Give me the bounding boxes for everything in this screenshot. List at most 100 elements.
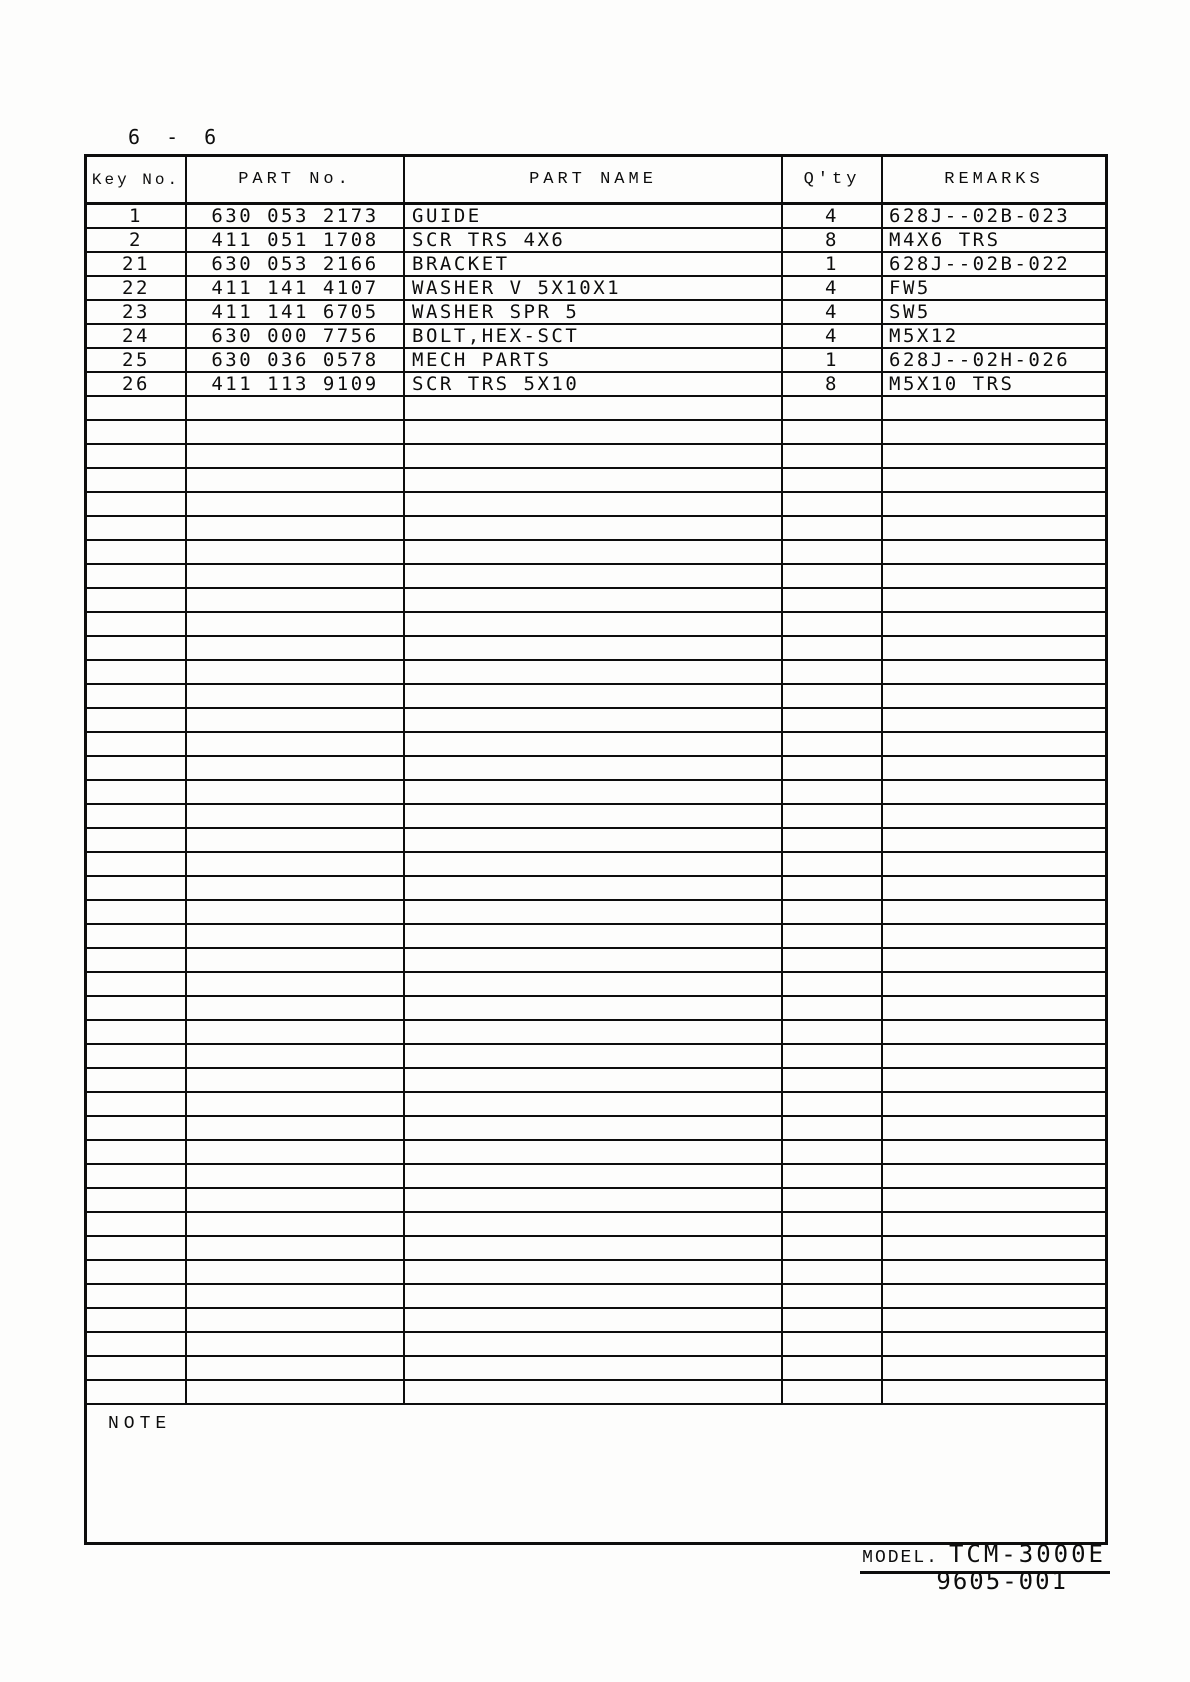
cell-part-no: 630 036 0578 xyxy=(187,349,405,373)
cell-part-no xyxy=(187,1021,405,1045)
cell-part-name xyxy=(405,1069,783,1093)
cell-remarks xyxy=(883,901,1105,925)
cell-part-name xyxy=(405,1285,783,1309)
cell-key-no xyxy=(87,757,187,781)
document-number: 9605-001 xyxy=(936,1567,1068,1595)
cell-key-no xyxy=(87,1069,187,1093)
cell-remarks xyxy=(883,1117,1105,1141)
cell-part-name xyxy=(405,1309,783,1333)
cell-key-no xyxy=(87,589,187,613)
cell-part-no xyxy=(187,661,405,685)
col-header-key-no: Key No. xyxy=(87,157,187,205)
cell-part-no xyxy=(187,733,405,757)
cell-remarks xyxy=(883,781,1105,805)
cell-key-no xyxy=(87,421,187,445)
cell-part-no xyxy=(187,421,405,445)
cell-remarks xyxy=(883,1093,1105,1117)
cell-key-no xyxy=(87,1141,187,1165)
cell-qty xyxy=(783,1357,883,1381)
model-label: MODEL. xyxy=(862,1548,939,1568)
cell-part-name xyxy=(405,1141,783,1165)
cell-part-name xyxy=(405,493,783,517)
cell-part-no xyxy=(187,493,405,517)
cell-key-no: 23 xyxy=(87,301,187,325)
cell-part-no xyxy=(187,1213,405,1237)
col-header-qty: Q'ty xyxy=(783,157,883,205)
cell-remarks xyxy=(883,1309,1105,1333)
cell-part-no xyxy=(187,1285,405,1309)
cell-key-no xyxy=(87,661,187,685)
cell-qty xyxy=(783,685,883,709)
cell-remarks: 628J--02H-026 xyxy=(883,349,1105,373)
cell-part-name: SCR TRS 4X6 xyxy=(405,229,783,253)
cell-remarks xyxy=(883,709,1105,733)
cell-part-no xyxy=(187,445,405,469)
cell-qty xyxy=(783,1069,883,1093)
cell-part-no: 411 141 4107 xyxy=(187,277,405,301)
cell-qty xyxy=(783,1093,883,1117)
cell-key-no: 26 xyxy=(87,373,187,397)
cell-part-name xyxy=(405,1021,783,1045)
note-label: NOTE xyxy=(108,1414,172,1434)
cell-part-name xyxy=(405,1381,783,1405)
cell-key-no: 1 xyxy=(87,205,187,229)
cell-qty xyxy=(783,1213,883,1237)
cell-part-name xyxy=(405,1261,783,1285)
cell-part-no xyxy=(187,613,405,637)
cell-key-no xyxy=(87,397,187,421)
cell-part-no xyxy=(187,1333,405,1357)
cell-part-name xyxy=(405,1117,783,1141)
cell-part-no xyxy=(187,1141,405,1165)
cell-remarks xyxy=(883,613,1105,637)
cell-part-no xyxy=(187,829,405,853)
cell-part-no xyxy=(187,1309,405,1333)
cell-key-no xyxy=(87,1333,187,1357)
cell-remarks xyxy=(883,853,1105,877)
cell-qty: 4 xyxy=(783,301,883,325)
cell-part-name xyxy=(405,517,783,541)
cell-part-no xyxy=(187,637,405,661)
cell-part-no xyxy=(187,781,405,805)
cell-part-no xyxy=(187,565,405,589)
cell-qty xyxy=(783,1333,883,1357)
cell-part-name xyxy=(405,637,783,661)
cell-part-name xyxy=(405,469,783,493)
cell-part-no xyxy=(187,589,405,613)
cell-key-no xyxy=(87,1285,187,1309)
cell-qty xyxy=(783,589,883,613)
cell-qty xyxy=(783,469,883,493)
cell-key-no xyxy=(87,709,187,733)
cell-key-no xyxy=(87,901,187,925)
cell-remarks xyxy=(883,1141,1105,1165)
cell-part-no xyxy=(187,1093,405,1117)
cell-part-name xyxy=(405,589,783,613)
cell-part-no xyxy=(187,1237,405,1261)
cell-part-name xyxy=(405,877,783,901)
cell-part-name xyxy=(405,829,783,853)
cell-remarks xyxy=(883,637,1105,661)
cell-key-no xyxy=(87,877,187,901)
col-header-remarks: REMARKS xyxy=(883,157,1105,205)
cell-part-name xyxy=(405,901,783,925)
cell-qty xyxy=(783,517,883,541)
cell-part-no xyxy=(187,1045,405,1069)
cell-part-name xyxy=(405,973,783,997)
cell-part-no xyxy=(187,853,405,877)
cell-qty: 8 xyxy=(783,373,883,397)
cell-qty xyxy=(783,493,883,517)
cell-key-no xyxy=(87,1357,187,1381)
cell-part-no xyxy=(187,517,405,541)
cell-part-name xyxy=(405,709,783,733)
cell-qty xyxy=(783,541,883,565)
cell-remarks xyxy=(883,925,1105,949)
cell-part-name: WASHER SPR 5 xyxy=(405,301,783,325)
cell-remarks xyxy=(883,1021,1105,1045)
cell-part-name xyxy=(405,781,783,805)
cell-qty xyxy=(783,1189,883,1213)
cell-qty xyxy=(783,901,883,925)
cell-part-no xyxy=(187,397,405,421)
cell-part-name xyxy=(405,1333,783,1357)
cell-key-no xyxy=(87,829,187,853)
cell-key-no xyxy=(87,1261,187,1285)
model-number: TCM-3000E xyxy=(948,1540,1106,1568)
